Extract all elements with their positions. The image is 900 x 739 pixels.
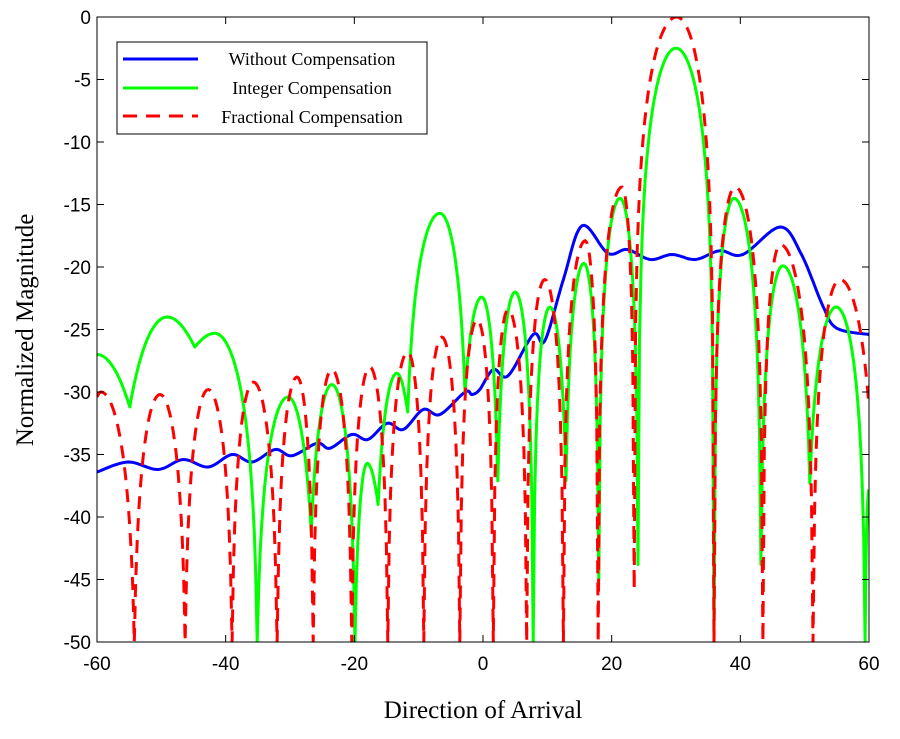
x-axis-label: Direction of Arrival xyxy=(384,697,583,724)
y-tick-label: -25 xyxy=(64,321,91,342)
x-tick-label: 60 xyxy=(858,654,879,675)
y-tick-label: 0 xyxy=(80,8,91,29)
y-tick-label: -20 xyxy=(64,258,91,279)
y-tick-label: -10 xyxy=(64,133,91,154)
y-tick-label: -5 xyxy=(74,71,91,92)
x-tick-label: -60 xyxy=(83,654,110,675)
x-tick-label: -20 xyxy=(341,654,368,675)
y-tick-label: -50 xyxy=(64,633,91,654)
legend: Without Compensation Integer Compensatio… xyxy=(116,41,428,135)
legend-label-integer-compensation: Integer Compensation xyxy=(232,78,391,98)
y-tick-label: -15 xyxy=(64,196,91,217)
axis-ticks: -60 -40 -20 0 20 40 60 0 -5 -10 -15 -20 -25 -30 -35 -40… xyxy=(64,8,880,675)
y-tick-label: -40 xyxy=(64,508,91,529)
series-line-integer-compensation xyxy=(97,46,869,642)
series-line-without-compensation xyxy=(97,223,869,474)
series-layer xyxy=(97,17,869,642)
y-tick-label: -45 xyxy=(64,571,91,592)
y-tick-label: -35 xyxy=(64,446,91,467)
x-tick-label: 0 xyxy=(478,654,489,675)
x-tick-label: 20 xyxy=(601,654,622,675)
y-tick-label: -30 xyxy=(64,383,91,404)
y-axis-label: Normalized Magnitude xyxy=(12,214,39,447)
legend-label-without-compensation: Without Compensation xyxy=(229,49,396,69)
legend-label-fractional-compensation: Fractional Compensation xyxy=(221,107,402,127)
series-line-fractional-compensation xyxy=(97,17,869,642)
x-tick-label: 40 xyxy=(730,654,751,675)
x-tick-label: -40 xyxy=(212,654,239,675)
